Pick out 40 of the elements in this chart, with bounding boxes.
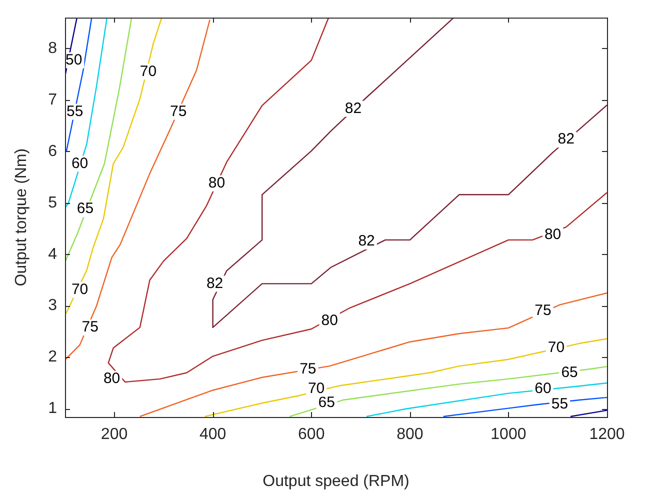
annotation: 55 [66,102,84,120]
x-tick-label: 600 [298,426,325,444]
annotation: 70 [308,380,325,397]
annotation: 82 [558,130,574,148]
x-tick-label: 400 [199,426,226,444]
annotation: 65 [76,200,94,218]
annotation: 82 [358,232,375,250]
annotation: 65 [561,364,578,381]
annotation: 80 [103,370,120,388]
annotation: 65 [318,394,335,412]
annotation: 60 [71,154,88,172]
y-axis-title: Output torque (Nm) [13,148,30,286]
y-tick-label: 5 [48,194,58,212]
y-tick-label: 1 [48,400,58,418]
annotation: 70 [548,339,565,356]
y-tick-label: 6 [48,142,58,160]
annotation: 55 [551,395,568,412]
annotation: 75 [82,318,98,336]
annotation: 70 [140,62,157,80]
annotation: 80 [321,312,338,329]
y-tick-label: 4 [48,246,58,263]
annotation: 70 [71,281,88,298]
annotation: 75 [170,102,187,120]
x-tick-label: 200 [100,426,128,444]
y-tick-label: 2 [48,348,58,366]
annotation: 50 [66,51,82,68]
y-tick-label: 8 [48,40,58,57]
annotation: 80 [544,226,562,243]
x-tick-label: 1000 [490,426,526,444]
x-tick-label: 1200 [589,426,625,444]
x-tick-label: 800 [396,426,424,444]
x-axis-title: Output speed (RPM) [262,472,410,490]
annotation: 80 [208,174,226,192]
annotation: 82 [206,274,224,292]
annotation: 60 [534,380,552,397]
y-tick-label: 7 [48,91,58,108]
y-tick-label: 3 [48,297,58,314]
annotation: 75 [300,360,316,378]
annotation: 82 [344,100,362,117]
annotation: 75 [534,302,552,320]
